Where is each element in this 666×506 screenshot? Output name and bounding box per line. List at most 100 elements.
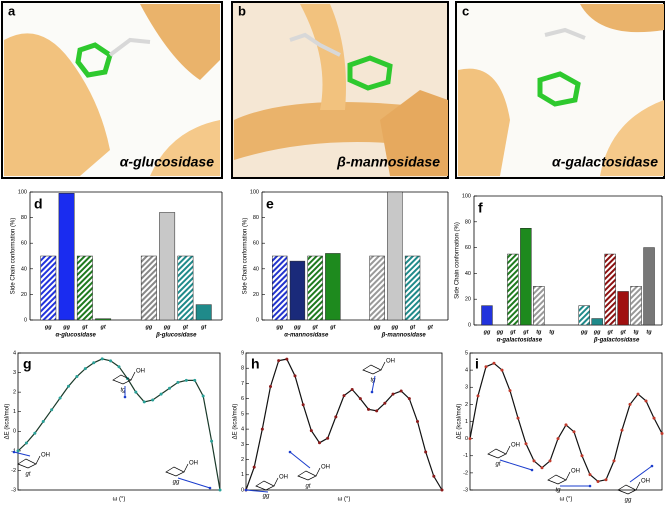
y-axis-label: Side Chain conformation (%) [455, 222, 461, 299]
marker [285, 357, 289, 361]
x-tick-label: gg [390, 324, 398, 330]
y-tick-label: 20 [465, 297, 471, 303]
marker [358, 397, 362, 401]
bar [404, 255, 421, 321]
marker [440, 488, 444, 492]
image-panel: a α-glucosidase [1, 1, 223, 179]
y-tick-label: 80 [465, 219, 471, 225]
image-panel: c α-galactosidase [455, 1, 665, 179]
marker [468, 437, 472, 441]
y-tick-label: 0 [13, 429, 16, 435]
marker [424, 450, 428, 454]
panel-caption: α-glucosidase [120, 154, 214, 170]
plot-frame [17, 352, 221, 491]
marker [596, 479, 600, 483]
conformer-label: gg [625, 498, 632, 504]
y-tick-label: 4 [465, 368, 468, 374]
arrow-head [370, 390, 374, 394]
molecule-icon [617, 481, 641, 495]
ligand [75, 42, 113, 78]
marker [301, 403, 305, 407]
x-tick-label: gg [496, 329, 504, 335]
molecule-label: OH [189, 461, 198, 467]
molecule-icon [165, 463, 189, 477]
x-tick-label: gg [483, 329, 491, 335]
y-axis-label: ΔE (kcal/mol) [5, 404, 11, 440]
x-axis-label: ω (°) [338, 497, 351, 503]
x-tick-label: tg [536, 329, 542, 335]
marker [33, 431, 37, 435]
arrow [499, 459, 533, 471]
ribbon [380, 90, 448, 176]
y-tick-label: 80 [253, 215, 259, 221]
image-panel: b β-mannosidase [231, 1, 449, 179]
panel-label: d [34, 196, 43, 212]
bar [159, 212, 176, 321]
y-tick-label: 60 [21, 241, 27, 247]
bar [630, 286, 642, 326]
marker [548, 459, 552, 463]
marker [350, 388, 354, 392]
group-label: β-galactosidase [593, 338, 640, 344]
arrow [13, 451, 31, 457]
ligand [347, 55, 393, 91]
y-tick-label: 2 [13, 390, 16, 396]
y-tick-label: 7 [241, 381, 244, 387]
y-tick-label: 3 [13, 370, 16, 376]
x-tick-label: gt [329, 324, 336, 330]
residue [108, 37, 151, 57]
x-axis-label: ω (°) [113, 497, 126, 503]
x-axis-label: ω (°) [560, 497, 573, 503]
marker [524, 442, 528, 446]
panel-label: g [23, 356, 32, 372]
molecule-label: OH [386, 359, 395, 365]
panel-label: e [266, 196, 274, 212]
conformer-label: tg [370, 378, 376, 384]
panel-label: b [238, 3, 246, 18]
marker [334, 415, 338, 419]
group-label: α-mannosidase [284, 333, 329, 339]
bar [481, 305, 493, 326]
marker [407, 397, 411, 401]
group-label: β-mannosidase [381, 333, 427, 339]
marker [260, 427, 264, 431]
marker [293, 374, 297, 378]
group-label: α-galactosidase [497, 338, 543, 344]
x-tick-label: gt [427, 324, 434, 330]
y-axis-label: ΔE (kcal/mol) [233, 404, 239, 440]
x-tick-label: gg [163, 324, 171, 330]
bar [520, 228, 532, 326]
ligand [537, 71, 581, 107]
ribbon [580, 4, 664, 33]
marker [277, 359, 281, 363]
molecule-label: OH [136, 369, 145, 375]
molecule-label: OH [41, 453, 50, 459]
x-tick-label: gg [44, 324, 52, 330]
marker [604, 478, 608, 482]
marker [572, 430, 576, 434]
y-tick-label: 0 [468, 322, 471, 328]
y-tick-label: 9 [241, 350, 244, 356]
marker [399, 389, 403, 393]
marker [309, 429, 313, 433]
molecule-icon [255, 477, 279, 491]
marker [16, 449, 20, 453]
y-tick-label: 40 [465, 271, 471, 277]
x-tick-label: gg [62, 324, 70, 330]
bar [140, 255, 157, 321]
bar [387, 191, 403, 321]
y-tick-label: -3 [11, 487, 16, 493]
bar [58, 193, 75, 321]
line [17, 358, 221, 491]
y-tick-label: 100 [18, 189, 27, 195]
marker [516, 416, 520, 420]
x-tick-label: gt [200, 324, 207, 330]
arrow-head [530, 468, 534, 472]
y-tick-label: 0 [465, 436, 468, 442]
ribbon [600, 100, 664, 176]
marker [383, 401, 387, 405]
bar [40, 255, 57, 321]
x-tick-label: gt [509, 329, 516, 335]
marker [367, 407, 370, 411]
marker [142, 400, 146, 404]
